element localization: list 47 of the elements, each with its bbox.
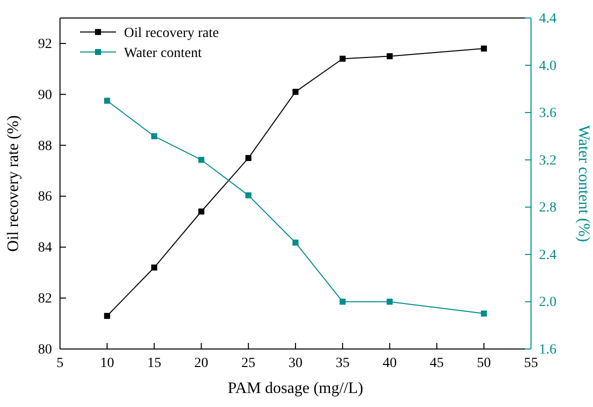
y2-tick-label: 2.8 bbox=[539, 200, 556, 216]
x-tick-label: 15 bbox=[147, 356, 162, 371]
x-tick-label: 10 bbox=[100, 356, 114, 371]
y-tick-label: 80 bbox=[38, 342, 52, 358]
point bbox=[340, 56, 346, 62]
x-tick-label: 35 bbox=[336, 356, 350, 371]
legend-label: Water content bbox=[124, 46, 202, 61]
point bbox=[198, 156, 204, 163]
y-tick-label: 90 bbox=[38, 88, 52, 103]
y2-tick-label: 2.4 bbox=[539, 248, 556, 263]
point bbox=[480, 310, 487, 317]
point bbox=[386, 298, 393, 305]
point bbox=[245, 155, 252, 162]
x-tick-label: 20 bbox=[194, 356, 208, 371]
point bbox=[386, 53, 393, 60]
x-tick-label: 25 bbox=[241, 356, 256, 371]
point bbox=[104, 312, 110, 319]
y2-tick-label: 3.2 bbox=[539, 153, 556, 168]
point bbox=[151, 133, 158, 140]
y2-tick-label: 3.6 bbox=[539, 106, 556, 122]
point bbox=[340, 298, 346, 305]
x-tick-label: 30 bbox=[288, 356, 302, 371]
y2-tick-label: 4.4 bbox=[539, 11, 556, 26]
legend-label: Oil recovery rate bbox=[124, 26, 219, 41]
point bbox=[480, 46, 487, 52]
x-tick-label: 55 bbox=[524, 356, 538, 371]
point bbox=[198, 208, 204, 215]
y2-tick-label: 2.0 bbox=[539, 295, 556, 310]
x-tick-label: 5 bbox=[56, 356, 64, 371]
y-tick-label: 92 bbox=[38, 36, 52, 52]
y2-axis-title: Water content (%) bbox=[575, 125, 592, 242]
x-tick-label: 50 bbox=[476, 356, 491, 371]
y-tick-label: 84 bbox=[38, 240, 52, 256]
point bbox=[151, 264, 158, 271]
x-tick-label: 45 bbox=[430, 356, 444, 371]
point bbox=[245, 192, 252, 198]
point bbox=[104, 98, 110, 104]
y2-tick-label: 1.6 bbox=[539, 342, 556, 358]
point bbox=[292, 240, 298, 246]
x-tick-label: 40 bbox=[382, 356, 397, 371]
point bbox=[292, 88, 298, 95]
y-axis-title: Oil recovery rate (%) bbox=[5, 115, 22, 252]
y-tick-label: 82 bbox=[38, 292, 52, 307]
y-tick-label: 86 bbox=[38, 190, 52, 205]
y-tick-label: 88 bbox=[38, 138, 52, 154]
x-axis-title: PAM dosage (mg//L) bbox=[228, 380, 364, 397]
y2-tick-label: 4.0 bbox=[539, 58, 556, 74]
